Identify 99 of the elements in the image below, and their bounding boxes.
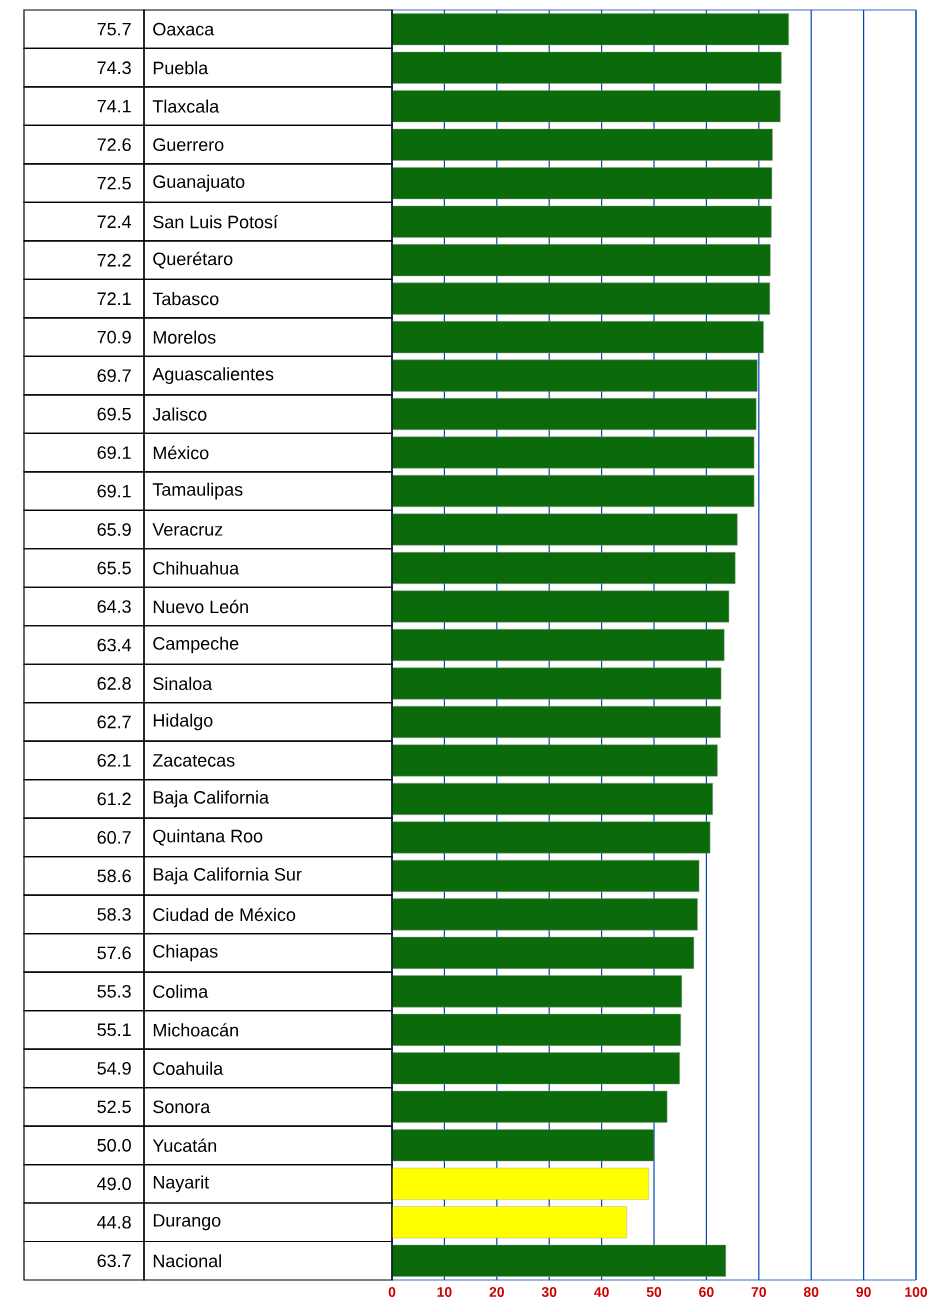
bar xyxy=(391,590,730,623)
data-label: 63.4 xyxy=(97,638,131,652)
bar xyxy=(391,782,713,815)
data-label: 58.6 xyxy=(97,869,131,883)
y-tick-label: San Luis Potosí xyxy=(153,214,278,229)
bar xyxy=(391,667,722,700)
data-label: 44.8 xyxy=(96,1215,131,1229)
data-label: 54.9 xyxy=(97,1061,131,1075)
data-label: 72.2 xyxy=(97,253,131,267)
bar xyxy=(391,282,770,315)
data-label: 60.7 xyxy=(97,831,131,844)
bar xyxy=(391,1129,655,1162)
bar xyxy=(391,1052,680,1085)
data-label: 50.0 xyxy=(97,1138,131,1152)
data-label: 63.7 xyxy=(97,1254,131,1268)
y-tick-label: Chihuahua xyxy=(153,561,239,575)
bar xyxy=(391,1206,627,1239)
data-label: 62.1 xyxy=(97,754,131,767)
y-tick-label: Nayarit xyxy=(153,1175,209,1193)
y-tick-label: Tabasco xyxy=(152,292,219,306)
bar xyxy=(391,513,738,546)
bar xyxy=(391,859,700,892)
y-tick-label: Sinaloa xyxy=(153,676,213,691)
y-tick-label: Zacatecas xyxy=(152,754,235,767)
y-tick-label: Baja California xyxy=(153,790,269,808)
y-tick-label: Morelos xyxy=(153,330,216,344)
bar xyxy=(391,128,773,161)
bar xyxy=(391,359,758,392)
y-tick-label: Sonora xyxy=(153,1100,211,1114)
bar xyxy=(391,705,721,738)
data-label: 58.3 xyxy=(97,908,131,921)
data-label: 65.5 xyxy=(97,561,131,575)
data-label: 74.3 xyxy=(97,61,131,75)
bar xyxy=(391,321,764,354)
data-label: 72.1 xyxy=(97,292,131,305)
y-tick-label: Puebla xyxy=(153,61,209,75)
data-label: 70.9 xyxy=(97,330,131,344)
y-tick-label: Michoacán xyxy=(153,1023,238,1037)
bar xyxy=(391,475,755,508)
bar xyxy=(391,398,757,431)
y-tick-label: Ciudad de México xyxy=(153,907,296,922)
bar xyxy=(391,13,789,46)
y-tick-label: Coahuila xyxy=(153,1061,224,1075)
y-tick-label: Guerrero xyxy=(153,138,224,152)
data-label: 52.5 xyxy=(97,1100,131,1114)
data-label: 62.7 xyxy=(97,715,131,729)
bar xyxy=(391,205,772,238)
bar xyxy=(391,167,772,200)
y-tick-label: Aguascalientes xyxy=(152,367,274,384)
y-tick-label: Quintana Roo xyxy=(153,829,263,846)
bar xyxy=(391,51,782,84)
data-label: 55.3 xyxy=(97,985,131,998)
data-label: 64.3 xyxy=(97,600,131,613)
y-tick-label: Nacional xyxy=(153,1254,221,1268)
data-label: 65.9 xyxy=(97,523,131,536)
bar xyxy=(391,1090,668,1123)
data-label: 55.1 xyxy=(97,1023,131,1037)
y-tick-label: Oaxaca xyxy=(153,22,215,36)
y-tick-label: Guanajuato xyxy=(153,174,245,192)
bar xyxy=(391,436,755,469)
bar xyxy=(391,936,694,969)
bar xyxy=(391,90,781,123)
data-label: 72.4 xyxy=(97,215,131,228)
bar xyxy=(391,898,698,931)
y-tick-label: Chiapas xyxy=(153,944,218,962)
y-tick-label: Colima xyxy=(153,984,209,998)
y-tick-label: Yucatán xyxy=(152,1138,216,1152)
y-tick-label: Campeche xyxy=(153,636,239,654)
data-label: 61.2 xyxy=(97,792,131,806)
y-tick-label: Jalisco xyxy=(152,407,207,421)
data-label: 49.0 xyxy=(96,1177,131,1191)
data-label: 69.7 xyxy=(97,369,131,382)
bar xyxy=(391,1244,726,1277)
data-label: 74.1 xyxy=(97,100,131,113)
y-tick-label: Baja California Sur xyxy=(153,867,302,885)
y-tick-label: Hidalgo xyxy=(153,713,213,731)
data-label: 69.5 xyxy=(97,407,131,421)
data-label: 72.5 xyxy=(97,176,131,190)
data-label: 62.8 xyxy=(97,677,131,690)
y-tick-label: Tamaulipas xyxy=(152,482,243,500)
y-tick-label: Veracruz xyxy=(152,523,223,536)
bar xyxy=(391,244,771,277)
bar xyxy=(391,744,718,777)
y-tick-label: Nuevo León xyxy=(153,599,248,614)
y-tick-label: Querétaro xyxy=(153,251,233,269)
data-label: 69.1 xyxy=(97,484,131,498)
y-tick-label: México xyxy=(153,445,209,460)
bar xyxy=(391,552,736,585)
bar xyxy=(391,821,711,854)
data-label: 72.6 xyxy=(97,138,131,152)
data-label: 75.7 xyxy=(97,22,131,36)
bar xyxy=(391,1013,681,1046)
data-label: 57.6 xyxy=(97,946,131,960)
y-tick-label: Durango xyxy=(153,1214,221,1231)
bar xyxy=(391,975,682,1008)
bar xyxy=(391,629,725,661)
data-label: 69.1 xyxy=(97,446,131,459)
bar xyxy=(391,1167,649,1200)
y-tick-label: Tlaxcala xyxy=(152,99,220,113)
